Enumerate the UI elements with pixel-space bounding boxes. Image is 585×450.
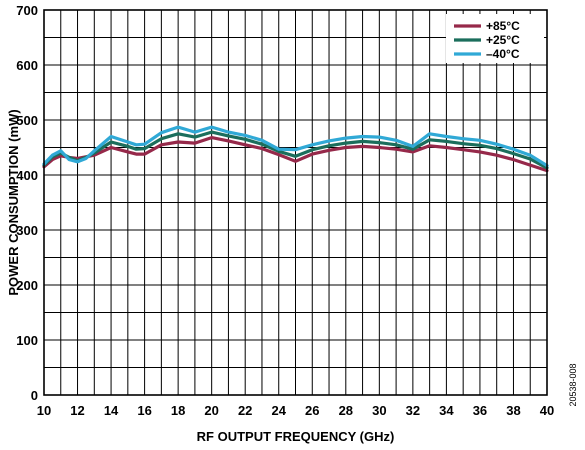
y-axis-title: POWER CONSUMPTION (mW) — [6, 109, 21, 295]
y-tick-label: 300 — [16, 223, 38, 238]
y-tick-label: 0 — [31, 388, 38, 403]
figure-id-annotation: 20538-008 — [568, 363, 578, 406]
x-tick-label: 32 — [406, 403, 420, 418]
y-tick-label: 500 — [16, 113, 38, 128]
x-tick-label: 36 — [473, 403, 487, 418]
legend-label: +85°C — [486, 19, 520, 33]
y-axis-ticks: 0 100 200 300 400 500 600 700 — [16, 3, 38, 403]
x-tick-label: 38 — [506, 403, 520, 418]
series-lines — [42, 125, 549, 173]
x-axis-title: RF OUTPUT FREQUENCY (GHz) — [197, 429, 395, 444]
x-tick-label: 26 — [305, 403, 319, 418]
legend-label: –40°C — [486, 47, 520, 61]
x-tick-label: 18 — [171, 403, 185, 418]
y-tick-label: 600 — [16, 58, 38, 73]
x-axis-ticks: 10 12 14 16 18 20 22 24 26 28 30 32 34 36 38 40 — [37, 403, 554, 418]
x-tick-label: 10 — [37, 403, 51, 418]
x-tick-label: 14 — [104, 403, 119, 418]
y-tick-label: 200 — [16, 278, 38, 293]
x-tick-label: 40 — [540, 403, 554, 418]
y-tick-label: 100 — [16, 333, 38, 348]
gridlines — [44, 10, 547, 395]
x-tick-label: 34 — [439, 403, 454, 418]
legend-label: +25°C — [486, 33, 520, 47]
series-line — [42, 125, 549, 168]
y-tick-label: 400 — [16, 168, 38, 183]
x-tick-label: 12 — [70, 403, 84, 418]
y-tick-label: 700 — [16, 3, 38, 18]
plot-area-frame — [43, 9, 548, 396]
x-tick-label: 16 — [137, 403, 151, 418]
x-tick-label: 20 — [204, 403, 218, 418]
x-tick-label: 24 — [271, 403, 286, 418]
x-tick-label: 28 — [339, 403, 353, 418]
x-tick-label: 30 — [372, 403, 386, 418]
legend: +85°C+25°C–40°C — [446, 14, 544, 63]
x-tick-label: 22 — [238, 403, 252, 418]
